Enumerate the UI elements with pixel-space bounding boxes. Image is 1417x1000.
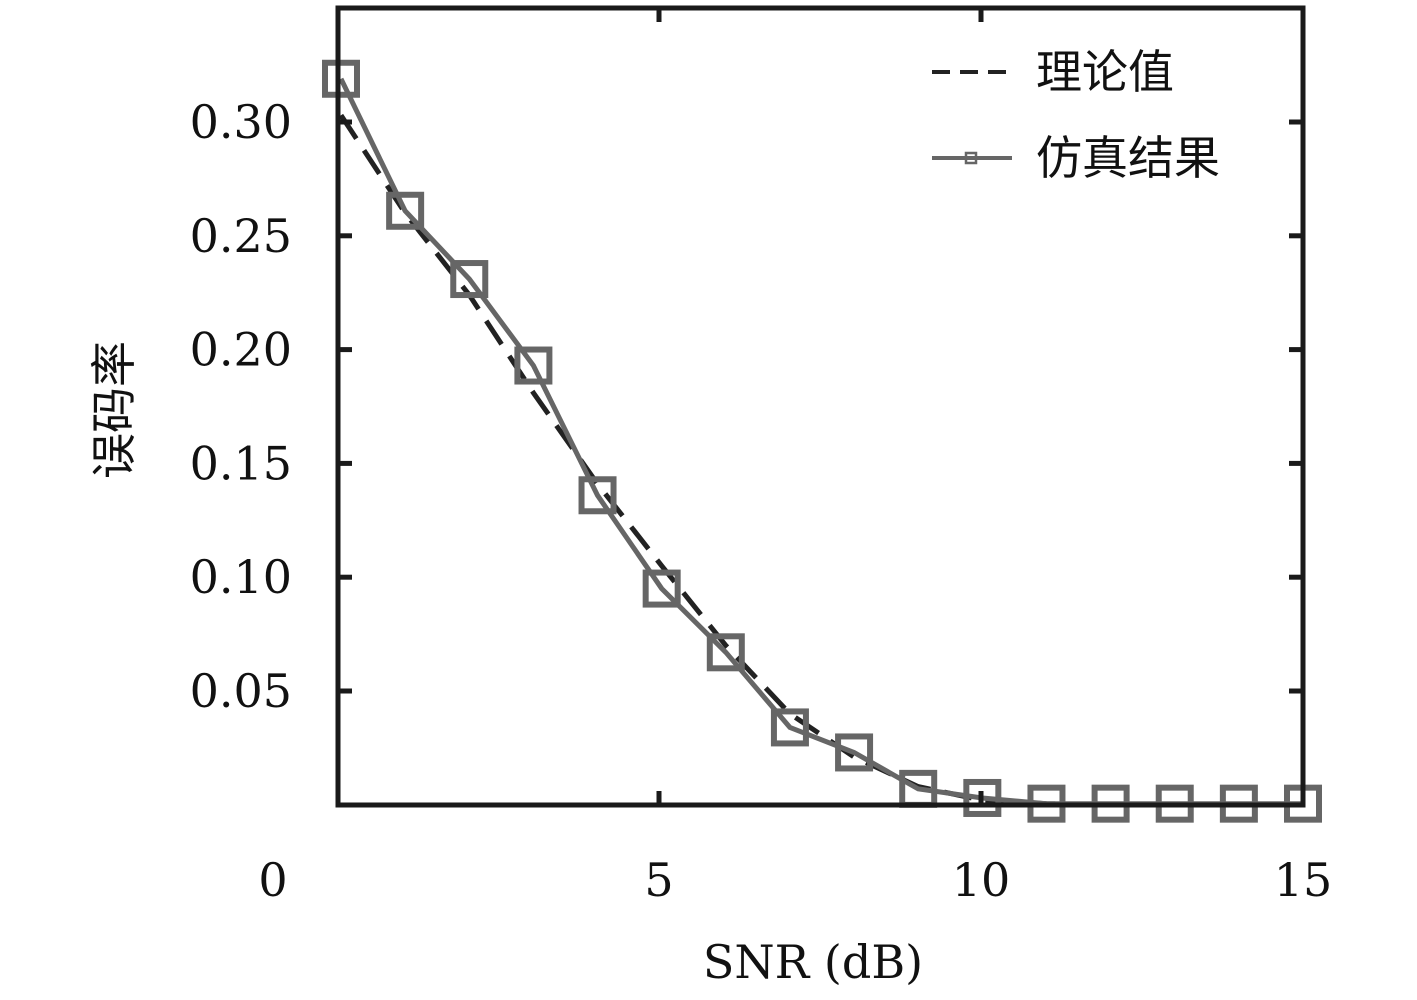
simulation-marker <box>706 633 745 672</box>
simulation-marker <box>770 708 809 747</box>
x-axis-title: SNR (dB) <box>703 935 923 989</box>
theory-line <box>338 113 1303 808</box>
x-tick-label: 0 <box>258 853 287 907</box>
y-tick-label: 0.30 <box>190 95 292 149</box>
y-tick-label: 0.25 <box>190 209 292 263</box>
simulation-marker <box>322 59 360 98</box>
legend-marker-simulation <box>964 151 978 165</box>
x-tick-label: 5 <box>644 853 673 907</box>
y-tick-label: 0.10 <box>190 550 292 604</box>
simulation-marker <box>835 733 874 772</box>
simulation-marker <box>578 476 617 515</box>
simulation-line <box>338 77 1303 807</box>
x-tick-label: 10 <box>952 853 1011 907</box>
simulation-marker <box>386 191 425 230</box>
y-tick-label: 0.15 <box>190 436 292 490</box>
axis-ticks: 0 5 10 15 0.05 0.10 0.15 0.20 0.25 0.30 <box>190 8 1333 907</box>
simulation-marker <box>450 260 489 299</box>
x-tick-label: 15 <box>1274 853 1333 907</box>
y-axis-title: 误码率 <box>87 341 141 479</box>
legend-label: 仿真结果 <box>1036 131 1220 185</box>
simulation-marker <box>963 778 1002 817</box>
y-tick-label: 0.05 <box>190 664 292 718</box>
simulation-marker <box>514 346 553 385</box>
y-tick-label: 0.20 <box>190 323 292 377</box>
plot-frame <box>335 5 1306 808</box>
legend-label: 理论值 <box>1036 45 1174 99</box>
simulation-marker <box>642 569 681 608</box>
